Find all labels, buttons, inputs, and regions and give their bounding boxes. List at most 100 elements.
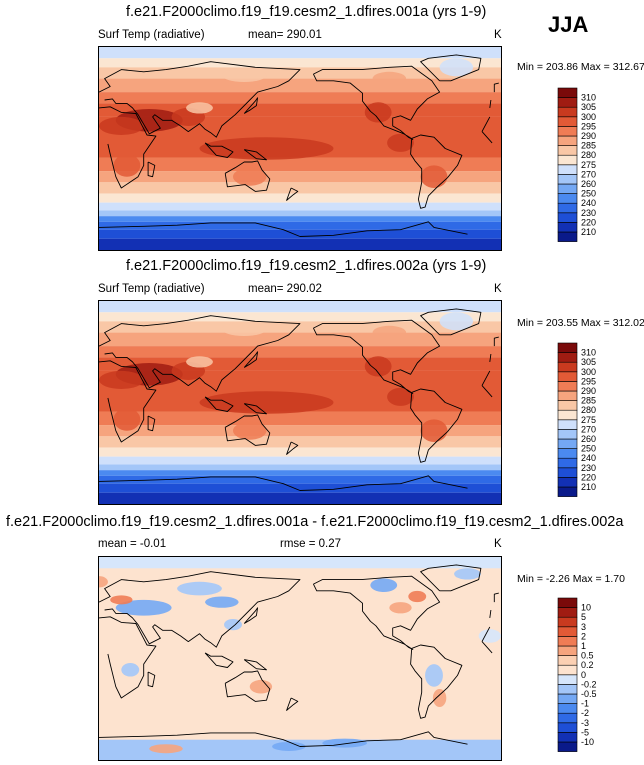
colorbar-tick-label: 260 [581,434,596,444]
coastline [420,564,482,592]
colorbar-tick-label: 310 [581,348,596,358]
colorbar-box [557,732,578,743]
temperature-band [99,346,501,358]
colorbar-box [557,390,578,401]
colorbar-tick-label: -2 [581,708,589,718]
panel3-coastlines [99,564,499,747]
panel1-title: f.e21.F2000climo.f19_f19.cesm2_1.dfires.… [126,4,487,20]
colorbar-box [557,154,578,166]
colorbar-box [557,371,578,382]
colorbar-box [557,174,578,185]
colorbar-box [557,636,578,647]
difference-region [408,590,427,603]
colorbar-tick-label: 210 [581,227,596,237]
temperature-region [199,391,334,414]
colorbar-box [557,212,578,223]
colorbar-box [557,607,578,618]
colorbar-tick-label: 290 [581,131,596,141]
colorbar-box [557,722,578,733]
colorbar-tick-label: 250 [581,444,596,454]
panel2-mean: mean= 290.02 [248,283,322,295]
temperature-region [387,133,414,152]
colorbar-tick-label: 260 [581,179,596,189]
colorbar-box [557,655,578,666]
colorbar-tick-label: 300 [581,112,596,122]
colorbar-tick-label: -10 [581,737,594,747]
difference-region [389,602,412,614]
colorbar-tick-label: 2 [581,631,586,641]
coastline [286,187,299,201]
coastline [99,106,493,189]
colorbar-box [557,645,578,656]
colorbar-box [557,193,578,204]
colorbar-box [557,202,578,214]
coastline [99,61,492,138]
colorbar-box [557,477,578,488]
colorbar-tick-label: 290 [581,386,596,396]
panel3-minmax: Min = -2.26 Max = 1.70 [517,573,625,585]
coastline [204,142,234,158]
coastline [312,65,441,140]
difference-region [249,679,273,694]
colorbar-tick-label: 240 [581,198,596,208]
temperature-band [99,470,501,476]
colorbar-box [557,467,578,478]
difference-region [432,688,447,707]
panel2-colorbar: 210 220 230 240 250 260 270 275 280 285 290 295 300 3… [556,341,626,501]
colorbar-box [557,400,578,411]
temperature-region [221,322,267,336]
colorbar-box [557,597,578,608]
colorbar-box [557,87,578,98]
coastline [224,670,271,702]
colorbar-box [557,448,578,459]
colorbar-box [557,664,578,676]
panel2-map-svg [99,301,501,504]
coastline [99,315,492,392]
temperature-region [255,119,345,133]
temperature-band [99,182,501,194]
panel2-map [98,300,502,505]
colorbar-box [557,135,578,146]
difference-region [115,599,172,616]
coastline [410,388,463,463]
coastline [99,571,492,648]
temperature-region [420,165,448,188]
panel1-mean: mean= 290.01 [248,29,322,41]
colorbar-tick-label: 230 [581,208,596,218]
colorbar-tick-label: 1 [581,641,586,651]
difference-region [425,664,443,687]
coastline [420,308,482,336]
colorbar-box [557,741,578,752]
temperature-band [99,193,501,203]
colorbar-tick-label: 220 [581,217,596,227]
temperature-band [99,67,501,79]
colorbar-box [557,419,578,430]
panel2-units: K [494,283,502,295]
temperature-region [420,419,448,442]
temperature-region [439,58,474,77]
temperature-band [99,447,501,457]
coastline [286,441,299,455]
coastline [99,475,468,491]
colorbar-tick-label: 275 [581,160,596,170]
difference-region [121,663,140,677]
coastline [224,414,271,446]
coastline [243,351,259,368]
coastline [224,160,271,192]
panel3-map-svg [99,557,501,760]
temperature-band [99,238,501,250]
temperature-band [99,464,501,471]
panel3-map [98,556,502,761]
temperature-region [221,68,267,82]
colorbar-box [557,703,578,714]
panel3-title: f.e21.F2000climo.f19_f19.cesm2_1.dfires.… [6,514,624,530]
difference-region [478,629,501,643]
temperature-region [255,373,345,387]
temperature-band [99,301,501,313]
temperature-band [99,425,501,437]
colorbar-tick-label: 285 [581,141,596,151]
coastline [493,336,499,347]
difference-region [177,581,222,596]
temperature-band [99,157,501,172]
temperature-region [445,378,490,393]
